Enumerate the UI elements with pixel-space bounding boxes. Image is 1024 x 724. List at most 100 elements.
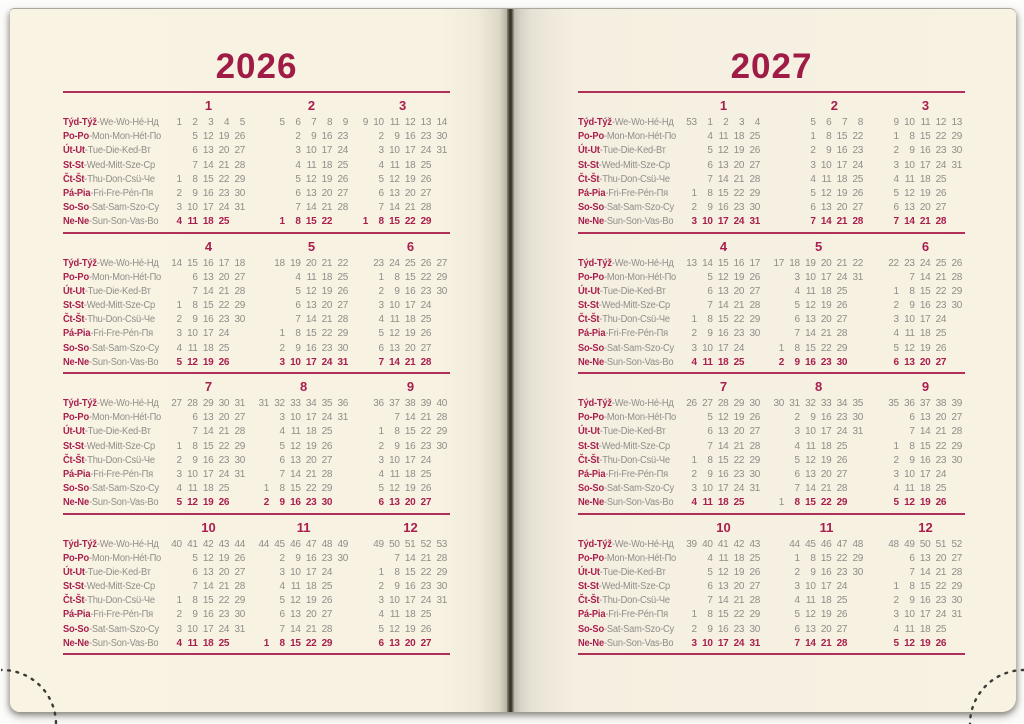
date-cell bbox=[949, 356, 965, 370]
quarters: Týd-Týž-We-Wo-Hé-Нд Po-Po-Mon-Mon-Hét-По Ú… bbox=[578, 98, 965, 655]
date-cell: 8 bbox=[192, 440, 198, 452]
month-grid: 31 32 33 34 35 36 3 10 17 24 31 4 11 18 25 5 12 19 26 6 13 20… bbox=[256, 397, 351, 511]
date-cell: 5 bbox=[794, 609, 801, 621]
week-number-cell: 18 bbox=[234, 257, 245, 269]
date-cell: 13 bbox=[389, 187, 400, 199]
date-cell: 15 bbox=[202, 595, 214, 607]
date-cell: 5 bbox=[707, 566, 713, 578]
date-cell: 11 bbox=[805, 440, 816, 452]
date-cell: 16 bbox=[919, 300, 931, 312]
quarter-block: Týd-Týž-We-Wo-Hé-Нд Po-Po-Mon-Mon-Hét-По Ú… bbox=[578, 520, 965, 652]
date-cell bbox=[771, 299, 787, 313]
date-cell: 19 bbox=[202, 356, 214, 368]
date-cell: 8 bbox=[909, 440, 915, 452]
week-row-label: Týd-Týž-We-Wo-Hé-Нд bbox=[63, 257, 159, 271]
date-cell: 15 bbox=[202, 440, 214, 452]
week-number-cell: 36 bbox=[373, 398, 384, 409]
date-cell bbox=[232, 342, 248, 356]
day-row-label: So-So-Sat-Sam-Szo-Су bbox=[63, 342, 159, 356]
day-row-label-langs: -Sat-Sam-Szo-Су bbox=[88, 623, 160, 635]
date-cell: 8 bbox=[279, 483, 286, 495]
date-cell: 2 bbox=[279, 342, 286, 354]
week-number-cell: 7 bbox=[841, 117, 848, 128]
date-cell: 23 bbox=[420, 440, 432, 452]
date-cell: 6 bbox=[893, 202, 900, 214]
date-cell: 13 bbox=[717, 285, 729, 297]
date-cell: 23 bbox=[321, 552, 333, 564]
date-cell: 14 bbox=[919, 566, 931, 578]
date-cell: 14 bbox=[202, 581, 214, 593]
row-labels-column: Týd-Týž-We-Wo-Hé-Нд Po-Po-Mon-Mon-Hét-По Ú… bbox=[63, 98, 161, 230]
date-cell: 23 bbox=[218, 314, 230, 326]
date-cell: 31 bbox=[852, 426, 863, 438]
week-number-cell: 18 bbox=[274, 257, 285, 269]
date-cell: 16 bbox=[404, 285, 416, 297]
date-cell bbox=[850, 468, 866, 482]
date-cell: 28 bbox=[836, 328, 848, 340]
date-cell: 17 bbox=[717, 342, 729, 354]
date-cell: 3 bbox=[893, 314, 900, 326]
day-row-label-bold: Ne-Ne bbox=[63, 356, 89, 368]
date-cell: 18 bbox=[717, 356, 729, 368]
date-cell bbox=[256, 623, 272, 637]
month-grid: 48 49 50 51 52 6 13 20 27 7 14 21 28 1 8 15 22 29 2 9 16 23 30… bbox=[886, 538, 965, 652]
month-grid: 27 28 29 30 31 6 13 20 27 7 14 21 28 1 8 15 22 29 2 9 16 23 30… bbox=[169, 397, 248, 511]
date-cell: 19 bbox=[733, 566, 745, 578]
date-cell: 31 bbox=[436, 145, 447, 157]
date-cell: 7 bbox=[794, 483, 801, 495]
date-cell: 17 bbox=[202, 623, 214, 635]
month-number: 9 bbox=[921, 379, 930, 394]
date-cell: 22 bbox=[420, 271, 432, 283]
date-cell: 28 bbox=[321, 468, 333, 480]
date-cell: 16 bbox=[919, 454, 931, 466]
date-cell: 8 bbox=[707, 454, 713, 466]
date-cell: 30 bbox=[234, 609, 245, 621]
row-labels-column: Týd-Týž-We-Wo-Hé-Нд Po-Po-Mon-Mon-Hét-По Ú… bbox=[63, 239, 161, 371]
date-cell bbox=[850, 496, 866, 510]
date-cell: 5 bbox=[707, 271, 713, 283]
date-cell: 15 bbox=[202, 173, 214, 185]
date-cell bbox=[850, 637, 866, 651]
date-cell: 25 bbox=[420, 609, 432, 621]
date-cell bbox=[169, 552, 185, 566]
date-cell: 9 bbox=[295, 552, 301, 564]
date-cell: 27 bbox=[836, 623, 848, 635]
month-block: 8 31 32 33 34 35 36 3 10 17 24 31 4 11 18 25 5 12 19 26 6 13 2… bbox=[256, 379, 351, 511]
date-cell: 11 bbox=[805, 595, 816, 607]
date-cell: 14 bbox=[820, 216, 832, 228]
date-cell: 25 bbox=[749, 552, 760, 564]
date-cell bbox=[169, 159, 185, 173]
date-cell: 25 bbox=[218, 216, 230, 228]
month-block: 5 18 19 20 21 22 4 11 18 25 5 12 19 26 6 13 20 27 7 14 21 28 1… bbox=[272, 239, 351, 371]
date-cell: 7 bbox=[295, 202, 301, 214]
spine-gutter bbox=[507, 9, 514, 712]
date-cell: 7 bbox=[707, 595, 713, 607]
day-row-label-langs: -Fri-Fre-Pén-Пя bbox=[605, 328, 668, 340]
day-row-label-bold: Čt-Št bbox=[578, 173, 600, 185]
date-cell: 14 bbox=[717, 440, 729, 452]
date-cell: 16 bbox=[404, 440, 416, 452]
date-cell: 24 bbox=[218, 468, 230, 480]
date-cell: 6 bbox=[192, 412, 198, 424]
day-row-label-bold: Út-Ut bbox=[578, 285, 600, 297]
date-cell: 26 bbox=[420, 623, 432, 635]
day-row-label-langs: -Thu-Don-Csü-Че bbox=[84, 173, 155, 185]
day-row-label: St-St-Wed-Mitt-Sze-Ср bbox=[63, 159, 155, 173]
date-cell: 1 bbox=[691, 454, 698, 466]
date-cell: 14 bbox=[389, 356, 400, 368]
date-cell: 23 bbox=[337, 131, 348, 143]
day-row-label-langs: -Sun-Son-Vas-Во bbox=[603, 216, 674, 228]
date-cell: 24 bbox=[321, 566, 333, 578]
date-cell: 16 bbox=[404, 131, 416, 143]
date-cell: 26 bbox=[749, 145, 760, 157]
week-number-cell: 33 bbox=[290, 398, 301, 409]
date-cell: 9 bbox=[794, 356, 801, 368]
date-cell: 22 bbox=[305, 483, 317, 495]
date-cell bbox=[272, 187, 288, 201]
date-cell: 19 bbox=[919, 637, 931, 649]
week-row-label-bold: Týd-Týž bbox=[63, 538, 97, 550]
date-cell bbox=[169, 130, 185, 144]
date-cell bbox=[434, 299, 450, 313]
date-cell: 21 bbox=[820, 483, 832, 495]
day-row-label-langs: -Tue-Die-Ked-Вт bbox=[84, 566, 151, 578]
